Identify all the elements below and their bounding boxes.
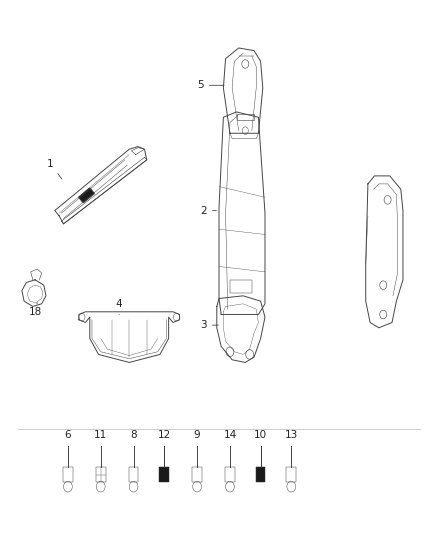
Text: 3: 3	[200, 320, 219, 330]
Text: 5: 5	[197, 80, 224, 90]
Bar	[96, 467, 106, 482]
Bar	[192, 467, 202, 482]
Text: 14: 14	[223, 430, 237, 440]
Text: 13: 13	[285, 430, 298, 440]
Bar	[63, 467, 73, 482]
Text: 1: 1	[47, 159, 62, 179]
Text: 8: 8	[130, 430, 137, 440]
Text: 18: 18	[28, 303, 42, 317]
Bar	[256, 467, 265, 482]
Bar	[129, 467, 138, 482]
Bar	[237, 114, 254, 120]
Bar	[159, 467, 169, 482]
Text: 11: 11	[94, 430, 107, 440]
Bar	[225, 467, 235, 482]
Bar	[286, 467, 296, 482]
Polygon shape	[79, 188, 94, 203]
Text: 12: 12	[158, 430, 171, 440]
Text: 2: 2	[200, 206, 216, 215]
Text: 6: 6	[64, 430, 71, 440]
Text: 4: 4	[116, 299, 123, 314]
Text: 10: 10	[254, 430, 267, 440]
Bar	[230, 280, 252, 293]
Text: 9: 9	[194, 430, 201, 440]
